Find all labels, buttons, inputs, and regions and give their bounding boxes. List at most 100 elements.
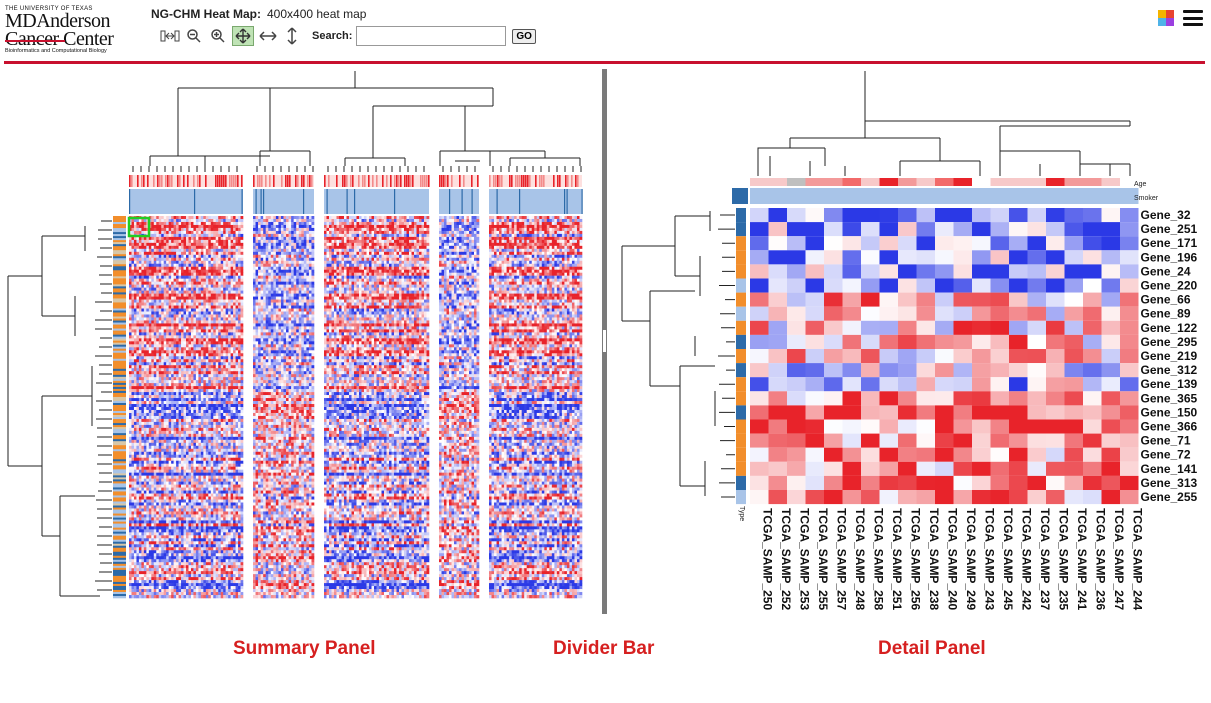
summary-heat-cell [131,442,135,447]
summary-heat-cell [131,445,135,450]
summary-heat-cell [153,350,157,354]
summary-heat-cell [176,302,179,306]
summary-heat-cell [153,487,157,491]
summary-heat-cell [163,407,167,411]
search-input[interactable] [356,26,507,46]
summary-heat-cell [188,439,192,444]
summary-heatmap[interactable] [129,216,583,599]
summary-heat-cell [233,356,236,360]
summary-heat-cell [190,353,194,357]
summary-heat-cell [195,493,199,497]
summary-heat-cell [195,299,199,303]
pan-vertical-icon[interactable] [282,27,302,45]
summary-heat-cell [228,368,231,372]
summary-heat-cell [208,269,212,273]
flip-icon[interactable] [160,27,180,45]
summary-heat-cell [190,493,194,497]
summary-heat-cell [208,478,212,482]
summary-heat-cell [208,233,212,238]
summary-heat-cell [200,427,204,432]
summary-heat-cell [230,326,234,330]
summary-heat-cell [151,454,155,459]
summary-heat-cell [186,281,189,285]
summary-heat-cell [148,287,152,291]
summary-heat-cell [163,511,167,515]
age-annotation-mark [489,175,491,187]
summary-heat-cell [240,412,244,417]
summary-heat-cell [151,478,155,482]
summary-heat-cell [148,278,152,282]
summary-heat-cell [225,329,229,333]
summary-heat-cell [148,251,152,256]
summary-heat-cell [176,242,179,247]
summary-heat-cell [223,398,226,402]
summary-heat-cell [195,407,199,411]
type-annotation-mark [113,477,126,480]
smoker-annotation-mark [564,189,566,214]
summary-heat-cell [208,374,212,378]
summary-heat-cell [215,433,219,438]
summary-heat-cell [203,278,207,282]
go-button[interactable]: GO [512,28,536,44]
summary-heat-cell [190,505,194,509]
summary-heat-cell [203,242,207,247]
summary-heat-cell [181,284,184,288]
summary-heat-cell [198,475,202,479]
summary-heat-cell [156,457,160,462]
summary-heat-cell [171,430,174,435]
summary-heat-cell [235,445,239,450]
summary-heat-cell [141,242,145,247]
pan-both-icon[interactable] [232,26,254,46]
pan-horizontal-icon[interactable] [258,27,278,45]
summary-heat-cell [171,383,174,387]
summary-heat-cell [238,407,241,411]
summary-heat-cell [161,299,164,303]
summary-heat-cell [205,496,209,500]
summary-heat-cell [228,448,231,453]
summary-heat-cell [136,442,140,447]
summary-heat-cell [240,404,244,408]
summary-heat-cell [198,287,202,291]
summary-heat-cell [138,496,142,500]
hamburger-menu-icon[interactable] [1183,10,1203,26]
summary-heat-cell [133,371,137,375]
summary-heat-cell [230,230,234,235]
summary-heat-cell [195,302,199,306]
summary-heat-cell [218,407,221,411]
summary-heat-cell [136,356,140,360]
summary-heat-cell [158,335,162,339]
summary-heat-cell [163,484,167,488]
summary-heat-cell [203,338,207,342]
zoom-in-icon[interactable] [208,27,228,45]
summary-heat-cell [213,314,217,318]
summary-heat-cell [235,508,239,512]
summary-heat-cell [148,466,152,470]
age-annotation-mark [231,175,233,187]
type-annotation-mark [113,312,126,315]
summary-heat-cell [133,433,137,438]
summary-heat-cell [163,487,167,491]
summary-heat-cell [225,278,229,282]
summary-panel[interactable] [0,66,600,616]
summary-heat-cell [171,332,174,336]
summary-heat-cell [200,302,204,306]
color-palette-icon[interactable] [1158,10,1174,26]
summary-heat-cell [136,326,140,330]
summary-heat-cell [141,472,145,476]
zoom-out-icon[interactable] [184,27,204,45]
summary-heat-cell [151,415,155,420]
summary-heat-cell [228,430,231,435]
summary-heat-cell [156,508,160,512]
summary-heat-cell [178,511,182,515]
summary-heat-cell [136,374,140,378]
summary-heat-cell [195,326,199,330]
summary-heat-cell [215,233,219,238]
summary-heat-cell [153,451,157,456]
summary-heat-cell [195,475,199,479]
summary-heat-cell [136,368,140,372]
summary-heat-cell [220,317,224,321]
summary-heat-cell [203,368,207,372]
summary-heat-cell [178,221,182,226]
summary-heat-cell [136,463,140,467]
summary-heat-cell [158,296,162,300]
